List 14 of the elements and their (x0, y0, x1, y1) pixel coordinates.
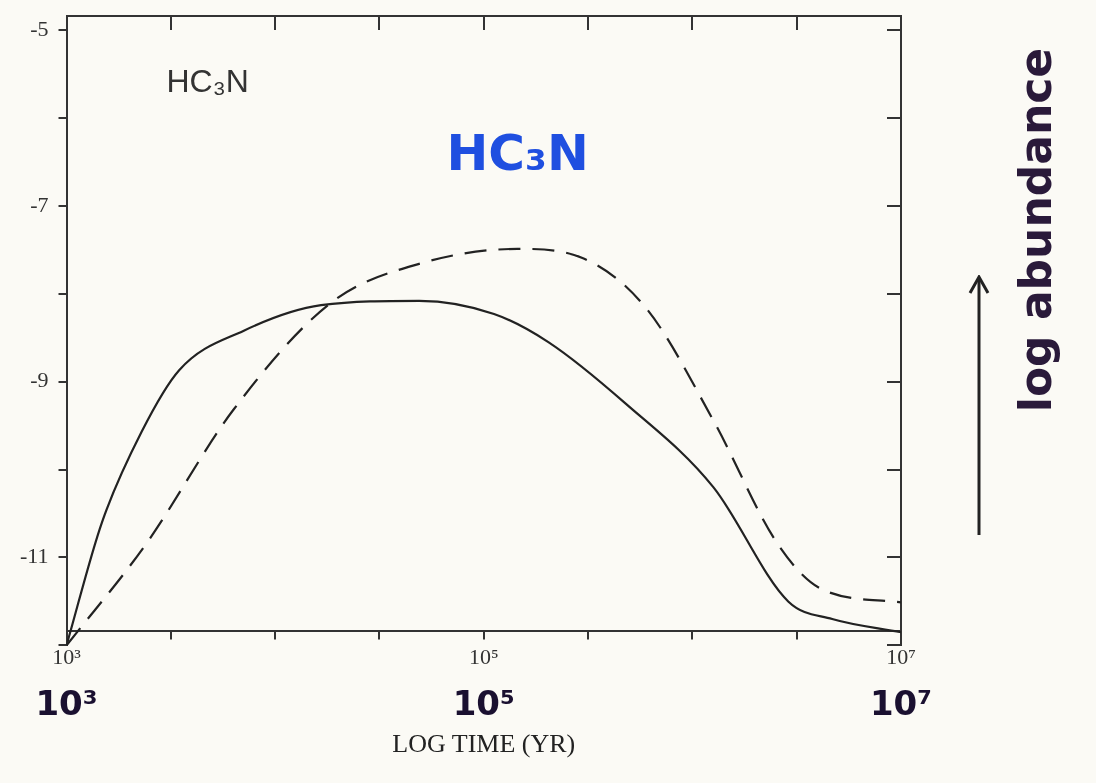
annotation: HC₃N (166, 63, 249, 99)
y-tick-label: -7 (30, 191, 49, 217)
text: 10⁵ (452, 683, 515, 724)
y-axis-title: log abundance (1010, 47, 1062, 413)
y-tick-label: -11 (19, 543, 49, 569)
y-tick-label: -5 (30, 15, 49, 41)
y-tick-label: -9 (30, 367, 49, 393)
annotation: HC₃N (446, 124, 589, 182)
text: 10³ (35, 683, 98, 724)
x-axis-title: LOG TIME (YR) (392, 729, 576, 759)
x-tick-label: 10⁵ (468, 644, 499, 670)
x-tick-label: 10⁷ (886, 644, 916, 670)
x-tick-label: 10³ (52, 644, 82, 670)
text: 10⁷ (869, 683, 933, 724)
